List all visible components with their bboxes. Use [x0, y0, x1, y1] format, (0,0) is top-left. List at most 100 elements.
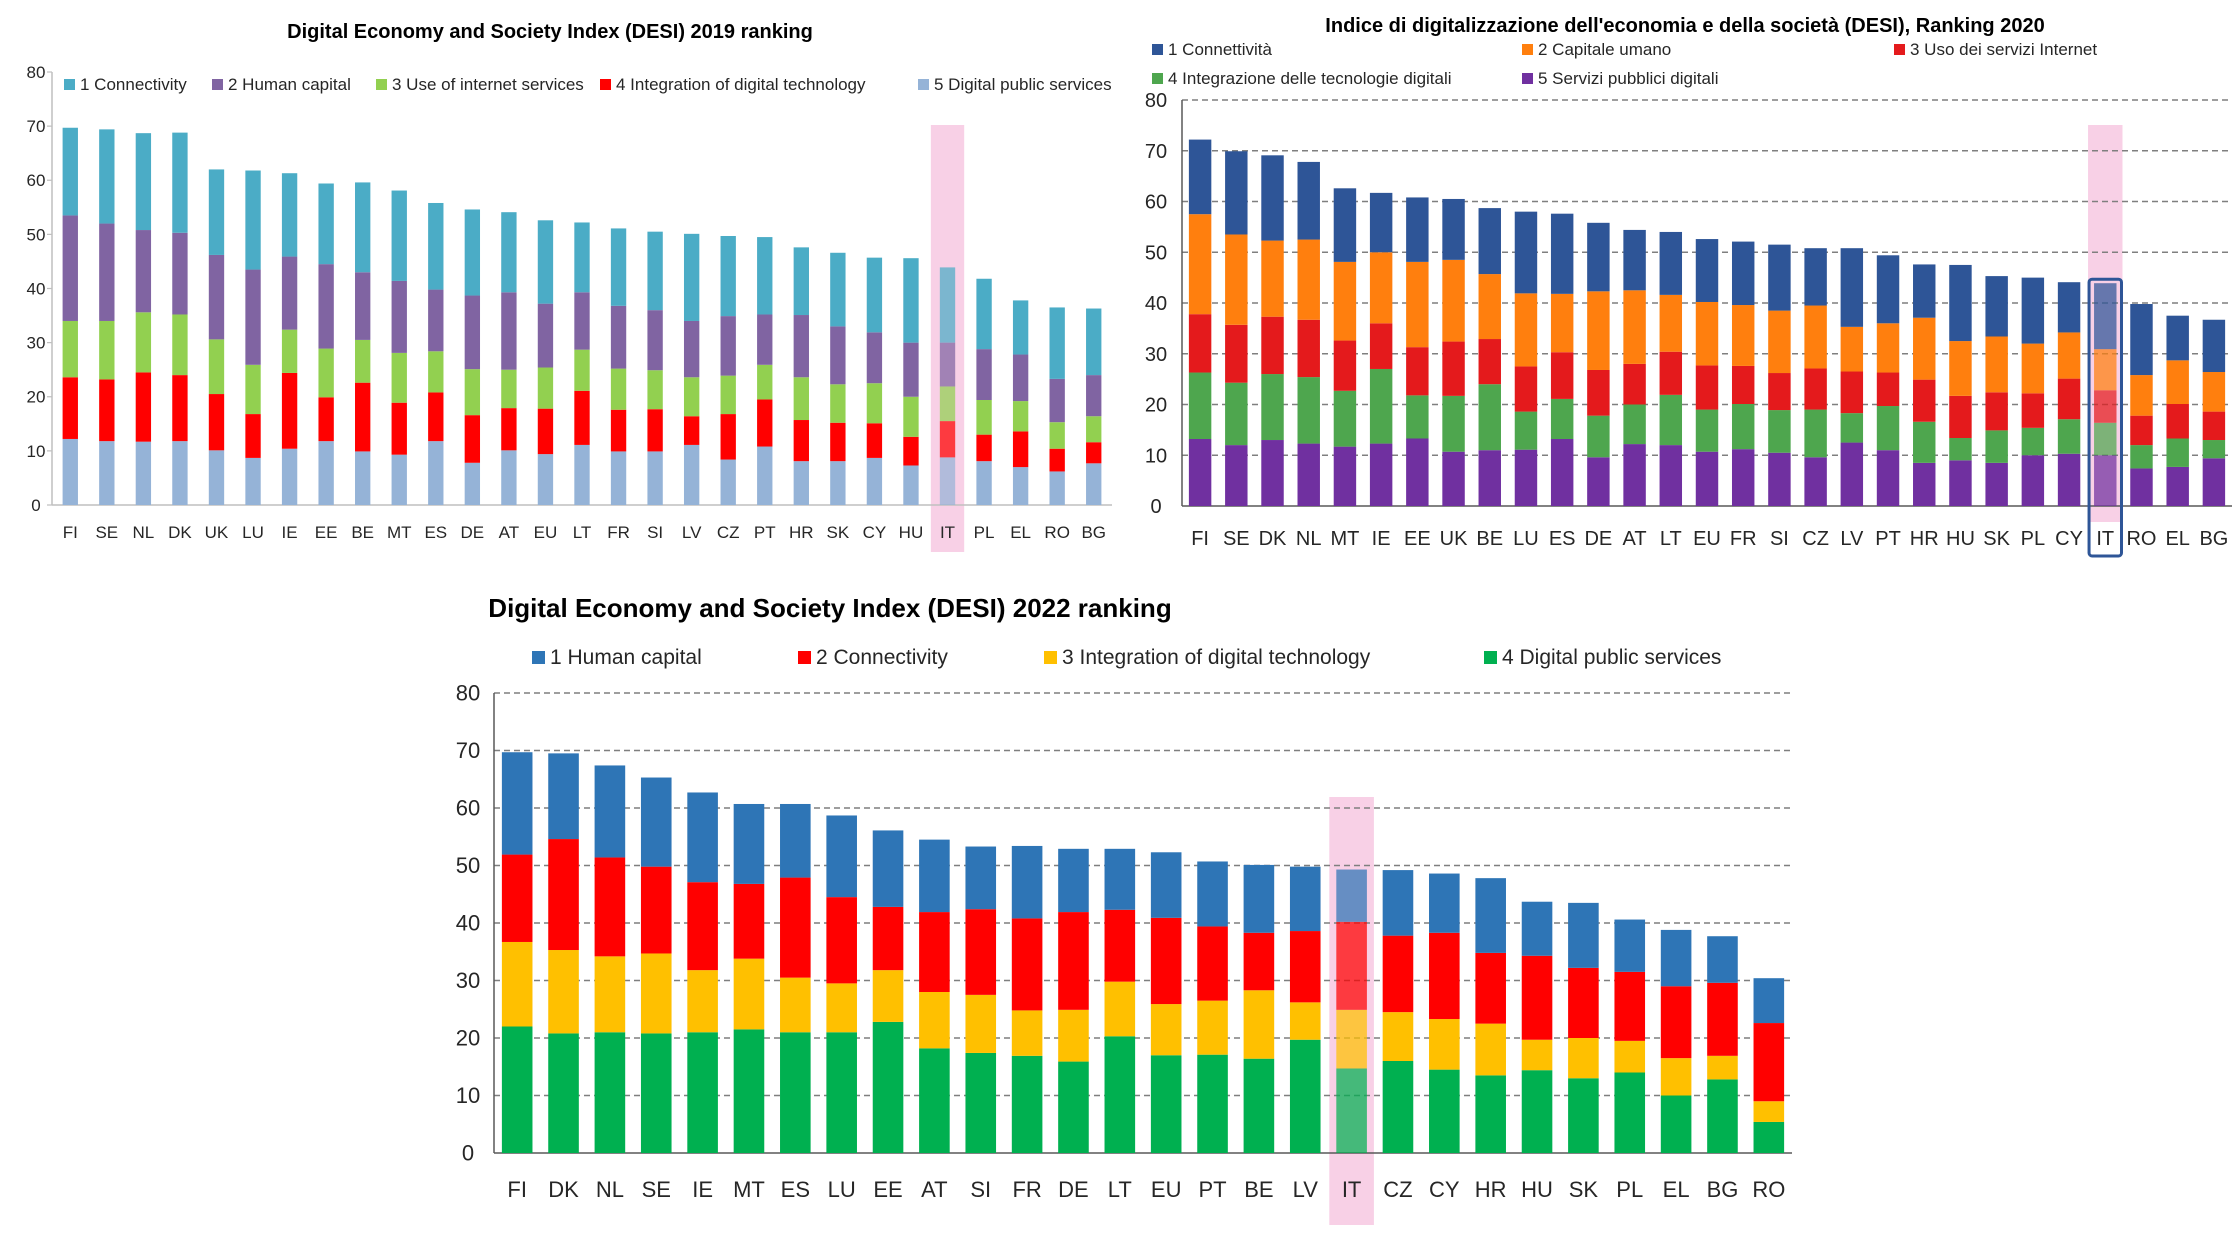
- legend-swatch: [798, 651, 811, 664]
- bar-segment-si-series-1: [647, 451, 663, 505]
- y-tick-label: 30: [1145, 344, 1167, 366]
- x-tick-label: MT: [1330, 528, 1359, 550]
- bar-segment-it-series-3: [939, 386, 956, 422]
- bar-segment-ie-series-4: [281, 256, 298, 330]
- legend-label: 2 Capitale umano: [1538, 40, 1671, 59]
- x-tick-label: LV: [682, 523, 702, 542]
- x-tick-label: SK: [1983, 528, 2010, 550]
- y-tick-label: 40: [27, 279, 46, 298]
- bar-segment-fi-series-5: [62, 127, 78, 216]
- bar-segment-si-series-4: [965, 846, 997, 910]
- bar-segment-el-series-4: [1660, 929, 1692, 987]
- bar-segment-fi-series-5: [1188, 139, 1212, 215]
- bar-segment-cy-series-4: [866, 332, 883, 384]
- bar-segment-dk-series-5: [172, 132, 188, 233]
- legend-swatch: [532, 651, 545, 664]
- bar-segment-es-series-4: [780, 803, 811, 878]
- bar-segment-se-series-3: [1225, 324, 1248, 383]
- x-tick-label: ES: [424, 523, 447, 542]
- bar-segment-be-series-4: [1243, 864, 1275, 933]
- bar-segment-fr-series-2: [1731, 403, 1755, 450]
- bar-segment-eu-series-4: [537, 303, 554, 368]
- bar-segment-hu-series-4: [1521, 901, 1553, 956]
- bar-segment-el-series-2: [1012, 431, 1029, 468]
- bar-segment-ro-series-2: [2130, 445, 2153, 469]
- bar-segment-de-series-2: [464, 415, 481, 463]
- x-tick-label: NL: [596, 1177, 624, 1202]
- bar-segment-be-series-1: [1478, 450, 1501, 506]
- bar-segment-lt-series-5: [1659, 231, 1683, 295]
- bar-segment-pt-series-1: [757, 446, 773, 505]
- bar-segment-bg-series-5: [2202, 319, 2226, 373]
- bar-segment-be-series-1: [355, 451, 371, 505]
- bar-segment-se-series-4: [1225, 234, 1248, 325]
- legend-swatch: [1044, 651, 1057, 664]
- bar-segment-se-series-5: [99, 129, 115, 224]
- bar-segment-mt-series-3: [391, 352, 407, 403]
- bar-segment-at-series-4: [501, 292, 517, 370]
- y-tick-label: 10: [27, 442, 46, 461]
- bar-segment-cy-series-5: [866, 257, 883, 333]
- bar-segment-pt-series-3: [1197, 926, 1228, 1001]
- bar-segment-es-series-4: [1550, 293, 1574, 353]
- bar-segment-mt-series-2: [1333, 390, 1357, 447]
- bar-segment-fr-series-5: [1731, 241, 1755, 306]
- bar-segment-ee-series-1: [318, 441, 334, 505]
- bar-segment-el-series-5: [1012, 300, 1029, 355]
- bar-segment-hu-series-2: [1521, 1039, 1553, 1071]
- bar-segment-lv-series-4: [1289, 866, 1321, 932]
- bar-segment-uk-series-3: [1442, 341, 1465, 396]
- x-tick-label: EE: [873, 1177, 902, 1202]
- bar-segment-lu-series-1: [1514, 449, 1538, 506]
- bar-segment-ie-series-2: [687, 970, 718, 1033]
- legend-swatch: [1484, 651, 1497, 664]
- desi-2022-svg: Digital Economy and Society Index (DESI)…: [456, 593, 1792, 1225]
- bar-segment-pl-series-3: [976, 399, 992, 435]
- bar-segment-hu-series-1: [903, 465, 919, 505]
- bar-segment-bg-series-2: [1707, 1055, 1738, 1080]
- bar-segment-at-series-1: [919, 1048, 950, 1153]
- bar-segment-lt-series-4: [1104, 848, 1136, 910]
- y-tick-label: 60: [1145, 192, 1167, 214]
- bar-segment-bg-series-1: [1086, 463, 1102, 505]
- bar-segment-se-series-3: [99, 320, 115, 380]
- bar-segment-dk-series-1: [1261, 440, 1284, 506]
- bar-segment-el-series-3: [1012, 401, 1029, 432]
- bar-segment-cz-series-4: [720, 316, 736, 376]
- desi-2019-chart: Digital Economy and Society Index (DESI)…: [0, 0, 1120, 560]
- x-tick-label: EL: [2165, 528, 2189, 550]
- x-tick-label: SK: [827, 523, 850, 542]
- bar-segment-si-series-2: [965, 994, 997, 1053]
- bar-segment-dk-series-1: [172, 441, 188, 505]
- bar-segment-ie-series-5: [1369, 192, 1393, 253]
- bar-segment-nl-series-1: [135, 441, 152, 505]
- bar-segment-el-series-1: [1660, 1095, 1692, 1153]
- x-tick-label: BE: [1244, 1177, 1273, 1202]
- bar-segment-pt-series-3: [757, 364, 773, 400]
- x-tick-label: PL: [1616, 1177, 1643, 1202]
- bar-segment-se-series-5: [1225, 151, 1248, 235]
- bar-segment-ee-series-5: [318, 183, 334, 265]
- bar-segment-ro-series-2: [1753, 1101, 1785, 1122]
- bar-segment-ie-series-3: [1369, 323, 1393, 369]
- bar-segment-dk-series-2: [1261, 374, 1284, 441]
- bar-segment-pl-series-2: [1614, 1040, 1646, 1073]
- x-tick-label: CY: [2055, 528, 2083, 550]
- bar-segment-fi-series-1: [501, 1026, 533, 1153]
- bar-segment-nl-series-2: [135, 372, 152, 442]
- bar-segment-bg-series-2: [1086, 442, 1102, 464]
- bar-segment-it-series-2: [1336, 1009, 1367, 1069]
- bar-segment-el-series-5: [2166, 315, 2189, 361]
- bar-segment-lt-series-1: [1104, 1036, 1136, 1153]
- bar-segment-sk-series-1: [1568, 1078, 1599, 1153]
- bar-segment-be-series-3: [355, 339, 371, 383]
- bar-segment-lv-series-5: [683, 233, 700, 321]
- bar-segment-pt-series-2: [1876, 406, 1900, 451]
- bar-segment-it-series-3: [1336, 921, 1367, 1010]
- bar-segment-fr-series-1: [1731, 449, 1755, 506]
- bar-segment-pl-series-1: [976, 461, 992, 505]
- bar-segment-eu-series-4: [1695, 301, 1719, 366]
- bar-segment-be-series-4: [355, 272, 371, 340]
- bar-segment-lu-series-5: [1514, 211, 1538, 294]
- bar-segment-mt-series-3: [733, 883, 765, 959]
